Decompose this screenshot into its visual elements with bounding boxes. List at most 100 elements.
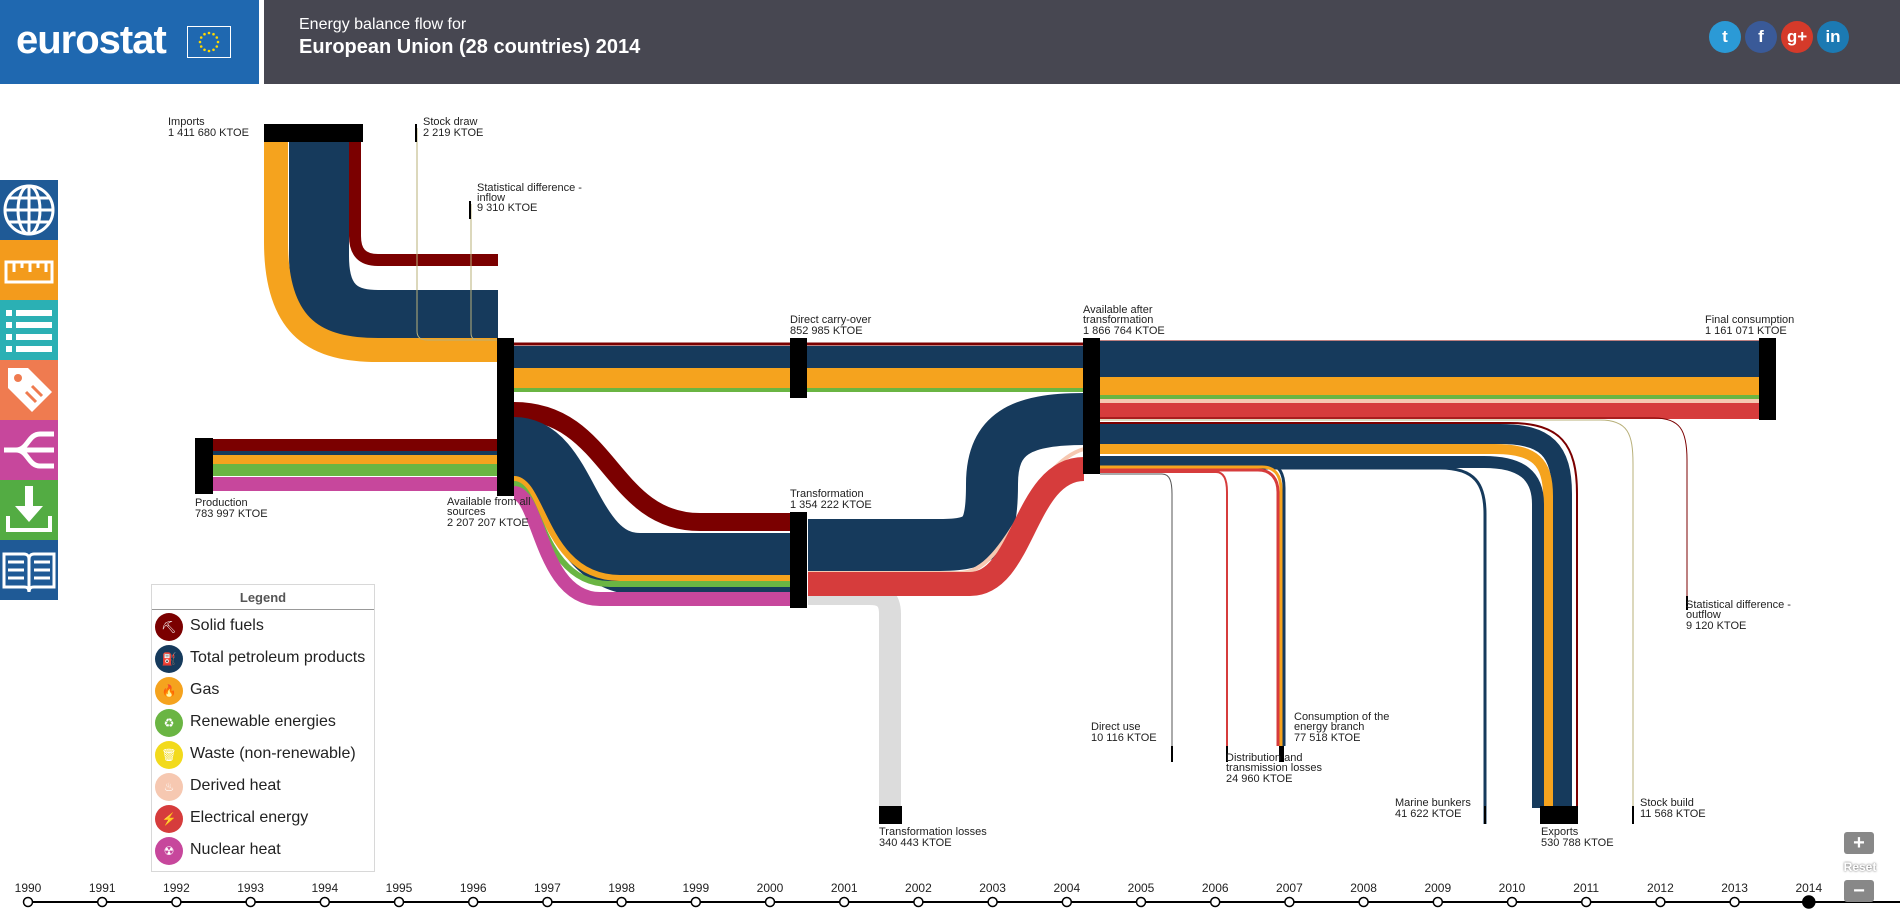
timeline-year-dot[interactable] xyxy=(913,896,924,908)
timeline-year-label[interactable]: 2000 xyxy=(757,881,784,895)
timeline-year-label[interactable]: 1995 xyxy=(386,881,413,895)
sidebar-tag-button[interactable] xyxy=(0,360,58,420)
sidebar-units-button[interactable] xyxy=(0,240,58,300)
flow-energy-branch-petroleum xyxy=(1100,462,1286,746)
timeline-year-label[interactable]: 2005 xyxy=(1128,881,1155,895)
node-transformation-bar[interactable] xyxy=(790,512,807,608)
timeline-year-dot[interactable] xyxy=(1135,896,1147,908)
zoom-reset-button[interactable]: Reset xyxy=(1843,860,1877,874)
timeline-year-label[interactable]: 2013 xyxy=(1721,881,1748,895)
google-plus-icon[interactable]: g+ xyxy=(1781,21,1813,53)
legend-item-nuclear[interactable]: ☢ Nuclear heat xyxy=(152,834,374,866)
sidebar-download-button[interactable] xyxy=(0,480,58,540)
timeline-year-dot[interactable] xyxy=(393,896,405,908)
timeline-year-dot[interactable] xyxy=(1506,896,1518,908)
timeline-year-label[interactable]: 2014 xyxy=(1795,881,1822,895)
timeline-year-label[interactable]: 1991 xyxy=(89,881,116,895)
node-production-bar[interactable] xyxy=(195,438,213,494)
node-distribution-bar[interactable] xyxy=(1226,746,1228,762)
sidebar-globe-button[interactable] xyxy=(0,180,58,240)
eurostat-logo[interactable]: eurostat xyxy=(0,0,259,84)
label-stock-build-name: Stock build xyxy=(1640,797,1694,809)
node-marine-bunkers-bar[interactable] xyxy=(1484,806,1486,824)
timeline-year-dot[interactable] xyxy=(1061,896,1073,908)
timeline-year-dot[interactable] xyxy=(1655,896,1666,908)
legend-item-renewable[interactable]: ♻ Renewable energies xyxy=(152,706,374,738)
sidebar-book-button[interactable] xyxy=(0,540,58,600)
timeline-year-label[interactable]: 2010 xyxy=(1499,881,1526,895)
label-stock-build-value: 11 568 KTOE xyxy=(1640,808,1706,820)
timeline-year-dot[interactable] xyxy=(22,896,34,908)
node-available-all-bar[interactable] xyxy=(497,338,514,496)
timeline-year-dot[interactable] xyxy=(1358,896,1369,908)
timeline-year-label[interactable]: 1992 xyxy=(163,881,190,895)
node-direct-carry-bar[interactable] xyxy=(790,338,807,398)
facebook-icon[interactable]: f xyxy=(1745,21,1777,53)
timeline-year-label[interactable]: 2002 xyxy=(905,881,932,895)
timeline-year-dot[interactable] xyxy=(171,896,182,908)
timeline-year-label[interactable]: 2009 xyxy=(1424,881,1451,895)
node-transformation-losses-bar[interactable] xyxy=(879,806,902,824)
timeline-year-label[interactable]: 2007 xyxy=(1276,881,1303,895)
timeline-year-label[interactable]: 2003 xyxy=(979,881,1006,895)
legend-item-gas[interactable]: 🔥 Gas xyxy=(152,674,374,706)
legend-item-petroleum[interactable]: ⛽ Total petroleum products xyxy=(152,642,374,674)
timeline-year-label[interactable]: 1990 xyxy=(15,881,42,895)
page-subtitle: Energy balance flow for xyxy=(299,16,467,33)
timeline-year-dot[interactable] xyxy=(1729,896,1740,908)
logo-text: eurostat xyxy=(16,18,167,62)
timeline-year-label[interactable]: 2011 xyxy=(1573,881,1599,895)
timeline-year-dot[interactable] xyxy=(1284,896,1295,908)
timeline-year-dot[interactable] xyxy=(542,896,553,908)
twitter-icon[interactable]: t xyxy=(1709,21,1741,53)
node-stat-diff-out-bar[interactable] xyxy=(1686,596,1688,610)
timeline-year-label[interactable]: 1993 xyxy=(237,881,264,895)
timeline-year-dot[interactable] xyxy=(1802,895,1816,909)
node-available-after-bar[interactable] xyxy=(1083,338,1100,474)
timeline-year-label[interactable]: 2012 xyxy=(1647,881,1674,895)
node-stat-diff-in-bar[interactable] xyxy=(469,201,471,219)
timeline-year-dot[interactable] xyxy=(1209,896,1221,908)
legend-item-solid-fuels[interactable]: ⛏ Solid fuels xyxy=(152,610,374,642)
timeline-year-dot[interactable] xyxy=(987,896,998,908)
timeline-year-dot[interactable] xyxy=(319,896,331,908)
sidebar-flow-button[interactable] xyxy=(0,420,58,480)
flow-imports-solid xyxy=(349,128,498,266)
timeline-year-label[interactable]: 1996 xyxy=(460,881,487,895)
node-direct-use-bar[interactable] xyxy=(1171,746,1173,762)
node-imports-bar[interactable] xyxy=(264,124,363,142)
timeline-year-dot[interactable] xyxy=(616,896,627,908)
timeline-year-label[interactable]: 2001 xyxy=(831,881,858,895)
node-final-consumption-bar[interactable] xyxy=(1759,338,1776,420)
linkedin-icon[interactable]: in xyxy=(1817,21,1849,53)
timeline-year-dot[interactable] xyxy=(838,896,850,908)
node-stock-draw-bar[interactable] xyxy=(415,124,417,142)
flow-after-electric xyxy=(808,457,1086,596)
timeline-year-dot[interactable] xyxy=(1580,896,1592,908)
timeline-year-dot[interactable] xyxy=(764,896,776,908)
label-final-consumption-value: 1 161 071 KTOE xyxy=(1705,325,1787,337)
timeline-year-label[interactable]: 1997 xyxy=(534,881,561,895)
timeline-year-label[interactable]: 1994 xyxy=(311,881,338,895)
legend-item-electrical[interactable]: ⚡ Electrical energy xyxy=(152,802,374,834)
zoom-out-button[interactable]: − xyxy=(1844,880,1874,902)
timeline-year-dot[interactable] xyxy=(690,896,702,908)
timeline-year-dot[interactable] xyxy=(1432,896,1444,908)
timeline-year-dot[interactable] xyxy=(96,896,108,908)
sidebar-list-button[interactable] xyxy=(0,300,58,360)
timeline-year-label[interactable]: 2008 xyxy=(1350,881,1377,895)
timeline-year-label[interactable]: 2004 xyxy=(1053,881,1080,895)
node-exports-bar[interactable] xyxy=(1540,806,1578,824)
label-marine-bunkers-value: 41 622 KTOE xyxy=(1395,808,1461,820)
legend-item-derived-heat[interactable]: ♨ Derived heat xyxy=(152,770,374,802)
timeline-year-label[interactable]: 2006 xyxy=(1202,881,1229,895)
node-energy-branch-bar[interactable] xyxy=(1279,746,1284,762)
timeline-year-label[interactable]: 1999 xyxy=(682,881,709,895)
zoom-in-button[interactable]: + xyxy=(1844,832,1874,854)
flow-exports-gas xyxy=(1100,444,1553,808)
timeline-year-dot[interactable] xyxy=(467,896,479,908)
node-stock-build-bar[interactable] xyxy=(1632,806,1634,824)
timeline-year-label[interactable]: 1998 xyxy=(608,881,635,895)
timeline-year-dot[interactable] xyxy=(245,896,256,908)
legend-item-waste[interactable]: 🗑 Waste (non-renewable) xyxy=(152,738,374,770)
